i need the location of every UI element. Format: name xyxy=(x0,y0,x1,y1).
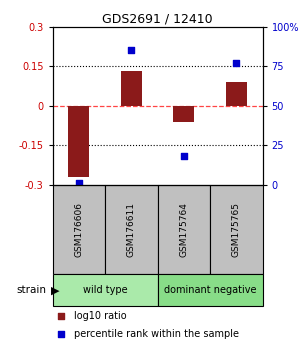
Text: wild type: wild type xyxy=(83,285,127,295)
Bar xyxy=(173,106,194,122)
Point xyxy=(129,47,134,53)
Bar xyxy=(52,185,105,274)
Text: log10 ratio: log10 ratio xyxy=(74,310,126,320)
Bar xyxy=(121,72,142,106)
Bar xyxy=(226,82,247,106)
Bar xyxy=(68,106,89,177)
Text: GSM176606: GSM176606 xyxy=(74,202,83,257)
Text: GSM175765: GSM175765 xyxy=(232,202,241,257)
Point xyxy=(76,181,81,186)
Point xyxy=(181,154,186,159)
Text: percentile rank within the sample: percentile rank within the sample xyxy=(74,329,238,339)
Bar xyxy=(158,185,210,274)
Bar xyxy=(52,274,158,306)
Title: GDS2691 / 12410: GDS2691 / 12410 xyxy=(102,12,213,25)
Bar xyxy=(158,274,262,306)
Text: dominant negative: dominant negative xyxy=(164,285,256,295)
Text: GSM176611: GSM176611 xyxy=(127,202,136,257)
Bar xyxy=(105,185,158,274)
Text: GSM175764: GSM175764 xyxy=(179,202,188,257)
Point xyxy=(58,331,63,337)
Text: strain: strain xyxy=(16,285,46,295)
Bar xyxy=(210,185,262,274)
Point xyxy=(234,60,239,66)
Point xyxy=(58,313,63,318)
Text: ▶: ▶ xyxy=(52,285,60,295)
